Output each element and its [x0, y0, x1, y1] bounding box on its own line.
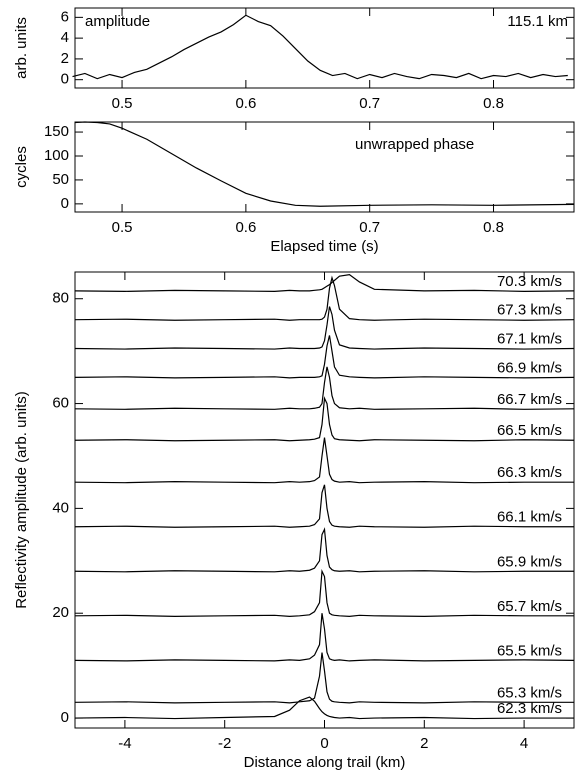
data-line [74, 121, 575, 207]
series-label: 66.1 km/s [497, 509, 562, 526]
data-line [74, 366, 575, 410]
x-tick-label: 0.6 [235, 219, 256, 236]
x-tick-label: 0.6 [235, 95, 256, 112]
y-tick-label: 50 [52, 171, 69, 188]
data-line [74, 306, 575, 350]
x-tick-label: 4 [520, 735, 528, 752]
annotation: unwrapped phase [355, 136, 474, 153]
y-tick-label: 60 [52, 395, 69, 412]
data-line [74, 335, 575, 379]
panel-frame [74, 7, 575, 89]
y-tick-label: 80 [52, 290, 69, 307]
x-tick-label: 2 [420, 735, 428, 752]
data-line [74, 273, 575, 292]
data-line [74, 437, 574, 484]
data-line [74, 613, 575, 662]
x-tick-label: 0.8 [483, 219, 504, 236]
data-line [74, 569, 574, 617]
series-label: 65.5 km/s [497, 642, 562, 659]
y-tick-label: 20 [52, 604, 69, 621]
data-line [74, 527, 574, 573]
data-line [74, 696, 574, 720]
series-label: 70.3 km/s [497, 273, 562, 290]
series-label: 62.3 km/s [497, 700, 562, 717]
series-label: 67.1 km/s [497, 330, 562, 347]
panel-frame [74, 121, 575, 213]
y-tick-label: 4 [61, 29, 69, 46]
annotation: 115.1 km [507, 13, 568, 30]
x-axis-label: Distance along trail (km) [244, 754, 406, 771]
series-label: 66.7 km/s [497, 391, 562, 408]
data-line [74, 275, 575, 321]
y-axis-label: arb. units [13, 17, 30, 79]
x-tick-label: -4 [118, 735, 131, 752]
series-label: 65.3 km/s [497, 684, 562, 701]
data-line [72, 14, 568, 80]
x-tick-label: 0.8 [483, 95, 504, 112]
y-tick-label: 40 [52, 499, 69, 516]
data-line [74, 396, 575, 442]
y-tick-label: 150 [44, 123, 69, 140]
x-tick-label: 0 [320, 735, 328, 752]
y-tick-label: 100 [44, 147, 69, 164]
series-label: 65.7 km/s [497, 598, 562, 615]
y-axis-label: Reflectivity amplitude (arb. units) [13, 391, 30, 609]
y-axis-label: cycles [13, 146, 30, 188]
x-axis-label: Elapsed time (s) [270, 238, 378, 255]
x-tick-label: 0.5 [112, 219, 133, 236]
series-label: 66.9 km/s [497, 359, 562, 376]
series-label: 66.3 km/s [497, 464, 562, 481]
y-tick-label: 2 [61, 50, 69, 67]
data-line [74, 484, 574, 528]
series-label: 66.5 km/s [497, 422, 562, 439]
data-line [74, 652, 574, 704]
series-label: 65.9 km/s [497, 553, 562, 570]
annotation: amplitude [85, 13, 150, 30]
y-tick-label: 0 [61, 709, 69, 726]
x-tick-label: -2 [218, 735, 231, 752]
series-label: 67.3 km/s [497, 302, 562, 319]
y-tick-label: 6 [61, 8, 69, 25]
y-tick-label: 0 [61, 71, 69, 88]
x-tick-label: 0.7 [359, 219, 380, 236]
x-tick-label: 0.7 [359, 95, 380, 112]
y-tick-label: 0 [61, 195, 69, 212]
x-tick-label: 0.5 [112, 95, 133, 112]
